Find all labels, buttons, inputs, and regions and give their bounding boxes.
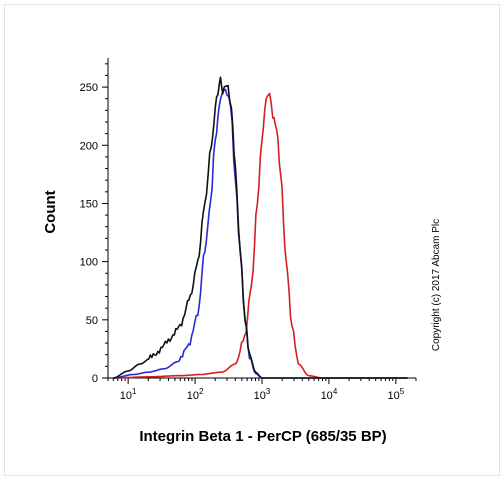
- y-axis-ticks: 0 50 100 150 200 250: [80, 63, 108, 385]
- x-tick-label: 104: [321, 387, 338, 402]
- copyright-watermark: Copyright (c) 2017 Abcam Plc: [431, 219, 442, 351]
- y-tick-label: 150: [80, 198, 98, 210]
- y-tick-label: 100: [80, 257, 98, 269]
- y-tick-label: 250: [80, 82, 98, 94]
- histogram-series-line: [113, 76, 408, 379]
- histogram-series-line: [113, 88, 408, 379]
- x-tick-label: 103: [254, 387, 271, 402]
- x-tick-label: 105: [388, 387, 405, 402]
- y-tick-label: 50: [86, 315, 98, 327]
- x-axis-title: Integrin Beta 1 - PerCP (685/35 BP): [139, 428, 386, 445]
- y-axis-title: Count: [42, 190, 59, 233]
- x-tick-label: 102: [187, 387, 204, 402]
- y-tick-label: 0: [92, 373, 98, 385]
- series-layer: [113, 76, 408, 379]
- chart-frame: [4, 4, 500, 476]
- x-axis-ticks: 101 102 103 104 105: [107, 378, 417, 402]
- y-tick-label: 200: [80, 140, 98, 152]
- plot-area: 0 50 100 150 200 250 101 102 103 104 105: [80, 58, 417, 402]
- histogram-series-line: [113, 92, 408, 379]
- x-tick-label: 101: [120, 387, 137, 402]
